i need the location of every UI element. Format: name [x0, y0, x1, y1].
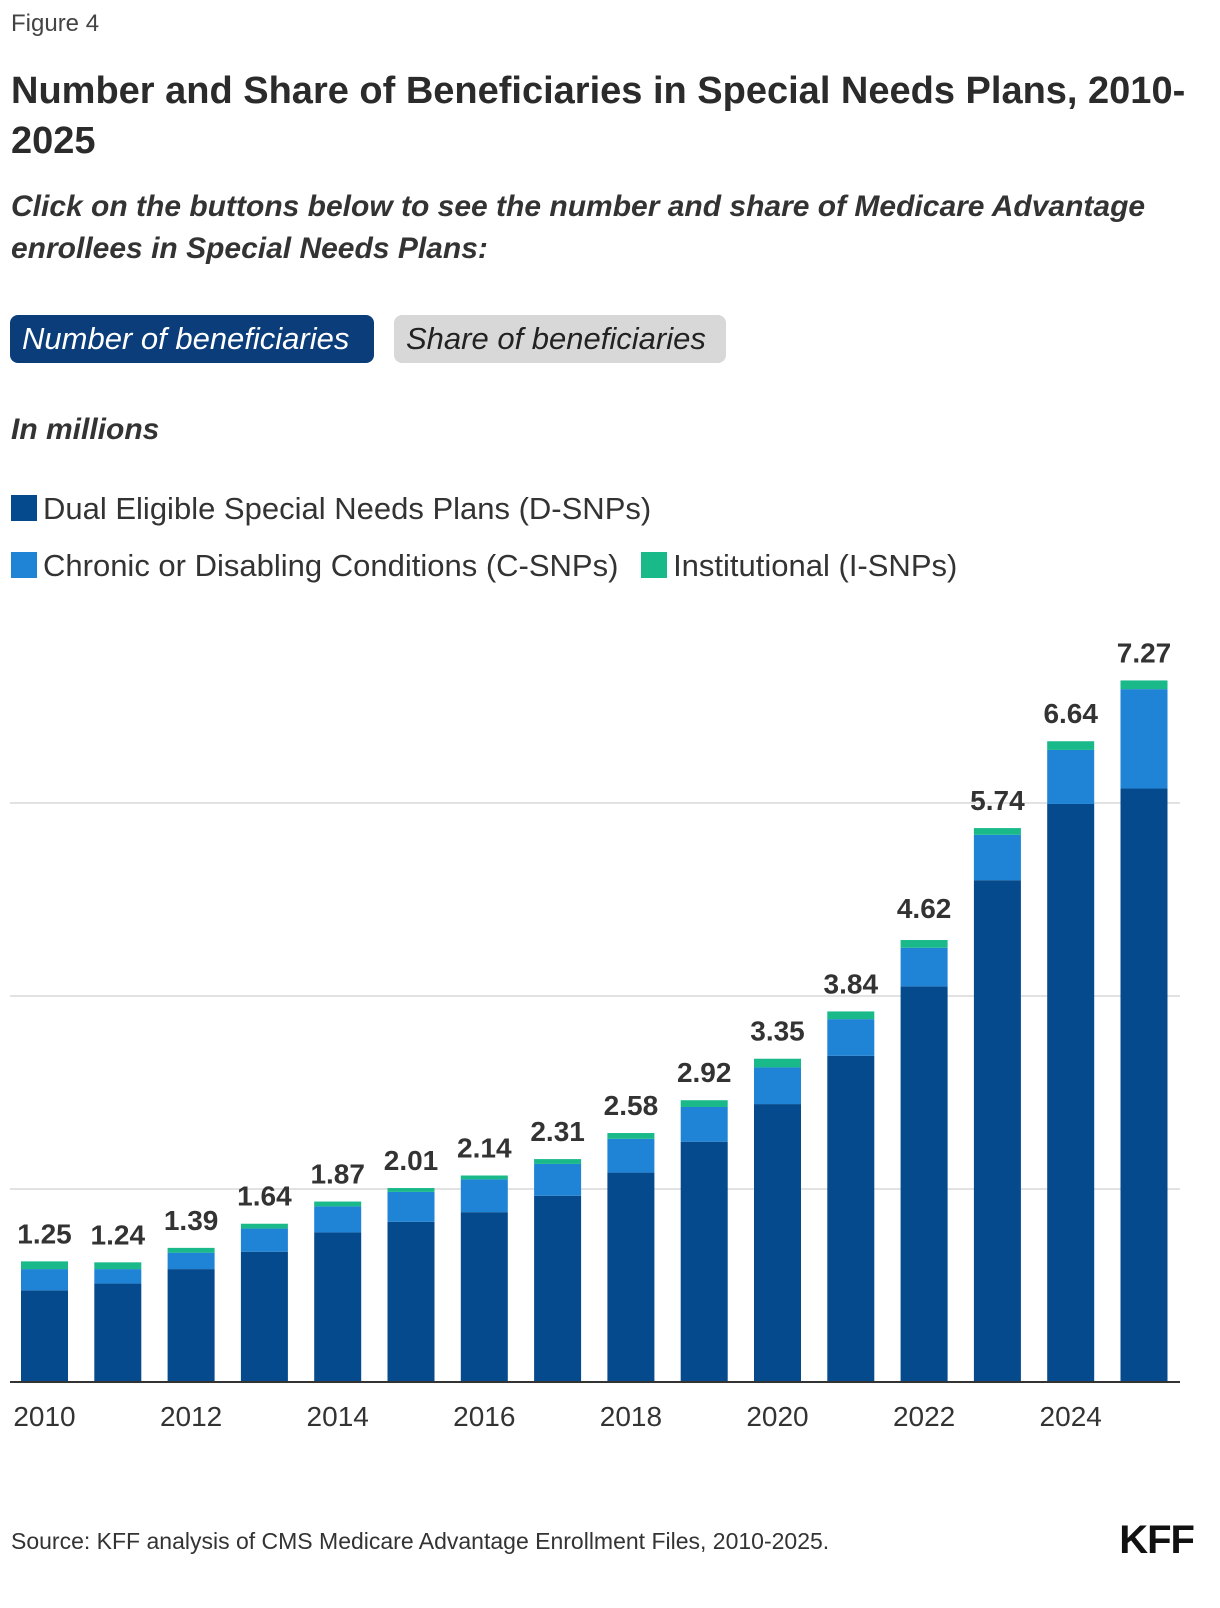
bar-2022-series-0 — [900, 986, 948, 1382]
bar-2020-series-2 — [754, 1058, 801, 1068]
total-label-2014: 1.87 — [310, 1159, 365, 1190]
bar-2012-series-2 — [167, 1247, 215, 1253]
total-label-2012: 1.39 — [164, 1205, 219, 1236]
bar-2025-series-1 — [1120, 689, 1168, 789]
units-label: In millions — [11, 413, 160, 446]
total-label-2013: 1.64 — [237, 1181, 292, 1212]
x-tick-2012: 2012 — [160, 1401, 222, 1432]
bar-2015-series-2 — [387, 1188, 435, 1192]
bar-2017-series-2 — [534, 1159, 582, 1164]
bar-2021-series-1 — [827, 1019, 875, 1056]
chart-subtitle: Click on the buttons below to see the nu… — [11, 190, 1146, 265]
bar-2011-series-0 — [94, 1283, 142, 1382]
bar-2023-series-0 — [973, 880, 1021, 1382]
bar-2015-series-1 — [387, 1191, 435, 1222]
bar-2012-series-0 — [167, 1269, 215, 1382]
bar-2024-series-2 — [1047, 741, 1095, 750]
total-label-2015: 2.01 — [384, 1145, 439, 1176]
bar-2014-series-1 — [314, 1206, 362, 1233]
bar-2011-series-2 — [94, 1262, 142, 1270]
chart-title: Number and Share of Beneficiaries in Spe… — [11, 70, 1186, 162]
bar-2021-series-2 — [827, 1011, 875, 1020]
bar-2025-series-0 — [1120, 788, 1168, 1382]
total-label-2025: 7.27 — [1117, 637, 1172, 668]
total-label-2024: 6.64 — [1043, 698, 1098, 729]
x-tick-2014: 2014 — [307, 1401, 369, 1432]
total-label-2020: 3.35 — [750, 1016, 805, 1047]
total-label-2018: 2.58 — [604, 1090, 659, 1121]
bar-2024-series-0 — [1047, 803, 1095, 1382]
bar-2025-series-2 — [1120, 680, 1168, 690]
legend-label-csnp: Chronic or Disabling Conditions (C-SNPs) — [43, 548, 619, 583]
bar-2011-series-1 — [94, 1269, 142, 1284]
legend-label-dsnp: Dual Eligible Special Needs Plans (D-SNP… — [43, 491, 652, 526]
total-label-2022: 4.62 — [897, 893, 952, 924]
stacked-bar-chart: 1.25 1.24 1.39 1.64 1.87 2.01 2.14 2.31 2.58 2.92… — [10, 637, 1180, 1432]
x-tick-2018: 2018 — [600, 1401, 662, 1432]
bar-2020-series-0 — [754, 1104, 801, 1382]
figure-label: Figure 4 — [11, 10, 100, 37]
legend-swatch-csnp — [11, 552, 37, 578]
bar-2014-series-0 — [314, 1232, 362, 1382]
total-label-2021: 3.84 — [824, 968, 879, 999]
bar-2013-series-0 — [240, 1251, 288, 1382]
bar-2010-series-1 — [21, 1269, 68, 1291]
x-tick-2024: 2024 — [1040, 1401, 1102, 1432]
kff-logo: KFF — [1119, 1518, 1195, 1562]
bar-2012-series-1 — [167, 1252, 215, 1270]
bar-2017-series-1 — [534, 1163, 582, 1196]
bar-2019-series-0 — [680, 1141, 728, 1382]
legend: Dual Eligible Special Needs Plans (D-SNP… — [11, 480, 1211, 594]
bar-2019-series-1 — [680, 1106, 728, 1142]
source-note: Source: KFF analysis of CMS Medicare Adv… — [11, 1528, 830, 1554]
legend-item-csnp: Chronic or Disabling Conditions (C-SNPs) — [11, 537, 618, 594]
bar-2018-series-0 — [607, 1172, 655, 1382]
bar-2020-series-1 — [754, 1067, 801, 1105]
bar-2022-series-2 — [900, 940, 948, 948]
total-label-2016: 2.14 — [457, 1132, 512, 1163]
x-tick-2020: 2020 — [746, 1401, 808, 1432]
legend-label-isnp: Institutional (I-SNPs) — [673, 548, 958, 583]
bar-2013-series-2 — [240, 1223, 288, 1229]
bar-2015-series-0 — [387, 1221, 435, 1382]
share-of-beneficiaries-button[interactable]: Share of beneficiaries — [394, 315, 726, 363]
legend-swatch-dsnp — [11, 495, 37, 521]
bar-2018-series-1 — [607, 1138, 655, 1173]
x-tick-2022: 2022 — [893, 1401, 955, 1432]
bar-2014-series-2 — [314, 1201, 362, 1207]
legend-item-dsnp: Dual Eligible Special Needs Plans (D-SNP… — [11, 480, 651, 537]
legend-item-isnp: Institutional (I-SNPs) — [641, 537, 957, 594]
bar-2016-series-0 — [460, 1212, 508, 1382]
bar-2023-series-2 — [973, 828, 1021, 835]
legend-swatch-isnp — [641, 552, 668, 578]
bar-2024-series-1 — [1047, 749, 1095, 804]
bar-2017-series-0 — [534, 1195, 582, 1382]
total-label-2023: 5.74 — [970, 785, 1025, 816]
total-label-2019: 2.92 — [677, 1057, 732, 1088]
bar-2022-series-1 — [900, 947, 948, 987]
bar-2013-series-1 — [240, 1228, 288, 1252]
number-of-beneficiaries-button[interactable]: Number of beneficiaries — [10, 315, 374, 363]
total-label-2010: 1.25 — [17, 1218, 72, 1249]
x-tick-2016: 2016 — [453, 1401, 515, 1432]
bar-2023-series-1 — [973, 834, 1021, 881]
bar-2019-series-2 — [680, 1100, 728, 1107]
bar-2016-series-2 — [460, 1175, 508, 1180]
bar-2016-series-1 — [460, 1179, 508, 1213]
bar-2018-series-2 — [607, 1133, 655, 1139]
total-label-2011: 1.24 — [91, 1219, 146, 1250]
bar-2010-series-0 — [21, 1290, 68, 1382]
bar-2021-series-0 — [827, 1055, 875, 1382]
bar-2010-series-2 — [21, 1261, 68, 1270]
total-label-2017: 2.31 — [530, 1116, 585, 1147]
x-tick-2010: 2010 — [13, 1401, 75, 1432]
